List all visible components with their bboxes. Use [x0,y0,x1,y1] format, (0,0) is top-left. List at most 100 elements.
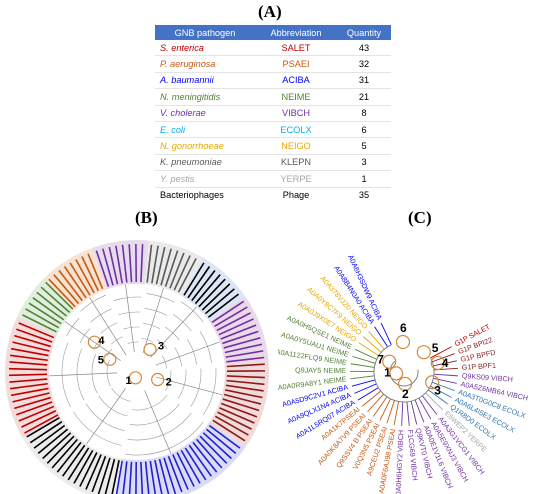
node-marker [430,355,445,371]
leaf-label-mark [204,288,235,315]
leaf-branch [432,381,455,392]
leaf-label-mark [223,393,262,405]
leaf-label-mark [42,432,72,460]
clade-band [22,416,122,494]
node-marker [397,376,413,392]
cell-name: Bacteriophages [160,190,224,201]
leaf-label-mark [21,410,57,428]
cell-name: N. gonorrhoeae [155,137,255,155]
table-row: A. baumannii ACIBA 31 [155,72,391,90]
leaf-branch [350,363,375,368]
cell-name: P. aeruginosa [155,55,255,73]
node-marker [416,345,431,360]
branch-line [144,390,171,454]
leaf-branch [368,330,385,350]
leaf-label-mark [146,244,153,283]
leaf-label-mark [16,328,53,343]
leaf-branch [352,355,376,364]
leaf-label: Q9KS09 VIBCH [462,371,514,384]
leaf-label-mark [163,457,177,494]
leaf-label-mark [128,244,133,283]
leaf-branch [354,383,377,394]
node-label: 4 [98,335,105,347]
branch-line [49,372,118,377]
leaf-label-mark [28,302,62,325]
leaf-label-mark [22,314,57,333]
table-header-row: GNB pathogen Abbreviation Quantity [155,25,391,40]
leaf-branch [361,390,382,407]
leaf-label-mark [14,396,51,410]
leaf-label-mark [67,447,90,481]
leaf-label-mark [97,457,111,494]
leaf-label-mark [33,424,66,449]
leaf-branch [358,342,380,357]
leaf-label-mark [9,354,48,362]
cell-qty: 3 [337,154,391,172]
leaf-label: G1P BPF1 [462,361,497,372]
table-row: E. coli ECOLX 6 [155,121,391,139]
leaf-label-mark [222,398,260,412]
leaf-label-mark [122,461,128,494]
leaf-label-mark [177,258,197,293]
branch-line [125,284,135,353]
cell-abbr: ECOLX [255,121,337,139]
node-marker [103,352,117,366]
leaf-branch [350,375,375,380]
table-row: P. aeruginosa PSAEI 32 [155,55,391,73]
panel-b-label: (B) [135,208,158,227]
leaf-label-mark [24,414,59,434]
cell-abbr: KLEPN [255,154,337,172]
leaf-label-mark [18,322,55,339]
leaf-branch [406,401,410,426]
cell-abbr: NEIME [255,88,337,106]
leaf-label-mark [75,259,95,294]
leaf-label: Q9JAY5 NEIME [295,365,346,375]
leaf-label-mark [87,253,104,290]
branch-line [86,388,126,445]
leaf-label-mark [10,347,49,357]
leaf-label-mark [45,281,74,310]
leaf-label-mark [160,248,172,286]
node-label: 2 [402,387,409,401]
leaf-label-mark [201,283,231,311]
leaf-label-mark [164,250,179,287]
leaf-branch [386,400,395,424]
leaf-branch [414,399,425,423]
node-marker [151,372,165,387]
leaf-label-mark [85,454,102,490]
branch-line [142,287,164,354]
table-row: Bacteriophages Phage 35 [155,187,391,203]
leaf-label-mark [226,363,265,368]
cell-name: A. baumannii [155,72,255,90]
leaf-label-mark [216,312,251,332]
leaf-branch [357,387,379,401]
leaf-label: A0A0H6HGY2 VIBCH [393,430,405,494]
table-row: N. meningitidis NEIME 21 [155,88,391,106]
leaf-label-mark [46,435,75,464]
leaf-label-mark [128,461,133,494]
table-row: Y. pestis YERPE 1 [155,170,391,188]
leaf-label-mark [53,274,80,305]
leaf-label-mark [29,421,63,444]
node-marker [143,342,157,357]
leaf-label-mark [12,392,50,403]
leaf-branch [374,326,389,348]
node-label: 2 [166,377,172,389]
leaf-label-mark [155,246,166,285]
leaf-label-mark [102,248,114,286]
leaf-branch [410,401,418,425]
node-label: 6 [400,321,407,335]
node-marker [87,335,102,349]
leaf-label-mark [36,291,68,317]
leaf-label-mark [63,266,87,299]
leaf-branch [421,395,438,415]
inner-arc [373,344,435,403]
panel-c-label: (C) [408,208,432,227]
leaf-label-mark [198,278,226,308]
leaf-label-mark [16,401,53,416]
leaf-branch [354,348,377,360]
header-pathogen: GNB pathogen [155,25,255,40]
leaf-label-mark [180,449,201,484]
leaf-label-mark [144,461,150,494]
cell-abbr: PSAEI [255,55,337,73]
